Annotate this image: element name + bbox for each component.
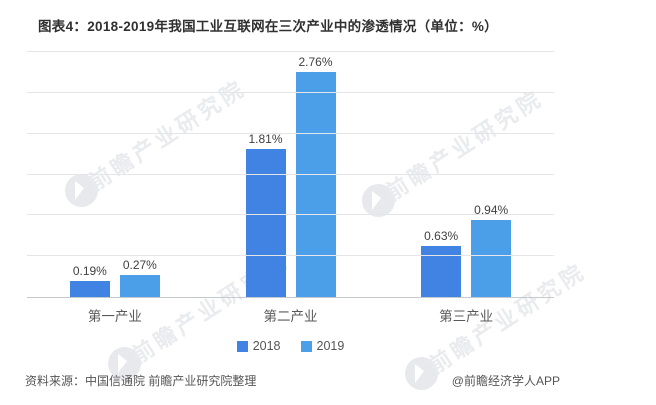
bar-cell-2019: 0.94% (471, 52, 512, 297)
bar-group-3: 0.63% 0.94% (378, 52, 554, 297)
bar-group-1: 0.19% 0.27% (27, 52, 203, 297)
bar-2019 (295, 71, 336, 297)
gridline (27, 51, 554, 52)
legend: 2018 2019 (27, 339, 554, 353)
source-note: 资料来源：中国信通院 前瞻产业研究院整理 (25, 374, 257, 388)
bar-cell-2019: 0.27% (119, 52, 160, 297)
watermark: 前瞻产业研究院 (362, 85, 572, 217)
value-label: 0.27% (122, 257, 157, 272)
category-axis: 第一产业 第二产业 第三产业 (27, 305, 554, 325)
qianzhan-logo-icon (405, 357, 438, 390)
qianzhan-logo-icon (65, 174, 98, 207)
gridline (27, 173, 554, 175)
qianzhan-logo-icon (108, 347, 141, 380)
gridline (27, 91, 554, 93)
category-label-2: 第二产业 (263, 309, 318, 324)
category-label-3: 第三产业 (439, 309, 494, 324)
watermark: 前瞻产业研究院 (405, 258, 615, 390)
value-label: 0.94% (474, 203, 509, 218)
bar-2018 (245, 149, 286, 297)
watermark: 前瞻产业研究院 (108, 248, 318, 380)
bar-group-2: 1.81% 2.76% (203, 52, 379, 297)
bar-2019 (471, 220, 512, 297)
bar-2018 (69, 281, 110, 297)
bar-cell-2018: 1.81% (245, 52, 286, 297)
value-label: 2.76% (298, 54, 333, 69)
plot-area: 0.19% 0.27% 1.81% 2.76% 0.63% 0.94% (27, 51, 554, 298)
watermark: 前瞻产业研究院 (65, 75, 275, 207)
value-label: 0.19% (72, 264, 107, 279)
legend-item-2019: 2019 (300, 339, 345, 353)
chart-title: 图表4：2018-2019年我国工业互联网在三次产业中的渗透情况（单位：%） (38, 19, 498, 34)
gridline (27, 214, 554, 216)
legend-label: 2018 (252, 339, 281, 353)
value-label: 1.81% (248, 132, 283, 147)
gridline (27, 132, 554, 134)
legend-item-2018: 2018 (236, 339, 281, 353)
bar-cell-2018: 0.19% (69, 52, 110, 297)
category-label-1: 第一产业 (87, 309, 142, 324)
bar-cell-2019: 2.76% (295, 52, 336, 297)
gridline (27, 255, 554, 257)
legend-swatch-icon (300, 340, 312, 352)
bar-2018 (421, 245, 462, 297)
bar-cell-2018: 0.63% (421, 52, 462, 297)
legend-swatch-icon (236, 340, 248, 352)
credit-note: @前瞻经济学人APP (451, 374, 560, 388)
bar-2019 (119, 274, 160, 297)
value-label: 0.63% (424, 228, 459, 243)
qianzhan-logo-icon (362, 184, 395, 217)
legend-label: 2019 (316, 339, 345, 353)
bar-groups: 0.19% 0.27% 1.81% 2.76% 0.63% 0.94% (27, 52, 554, 297)
